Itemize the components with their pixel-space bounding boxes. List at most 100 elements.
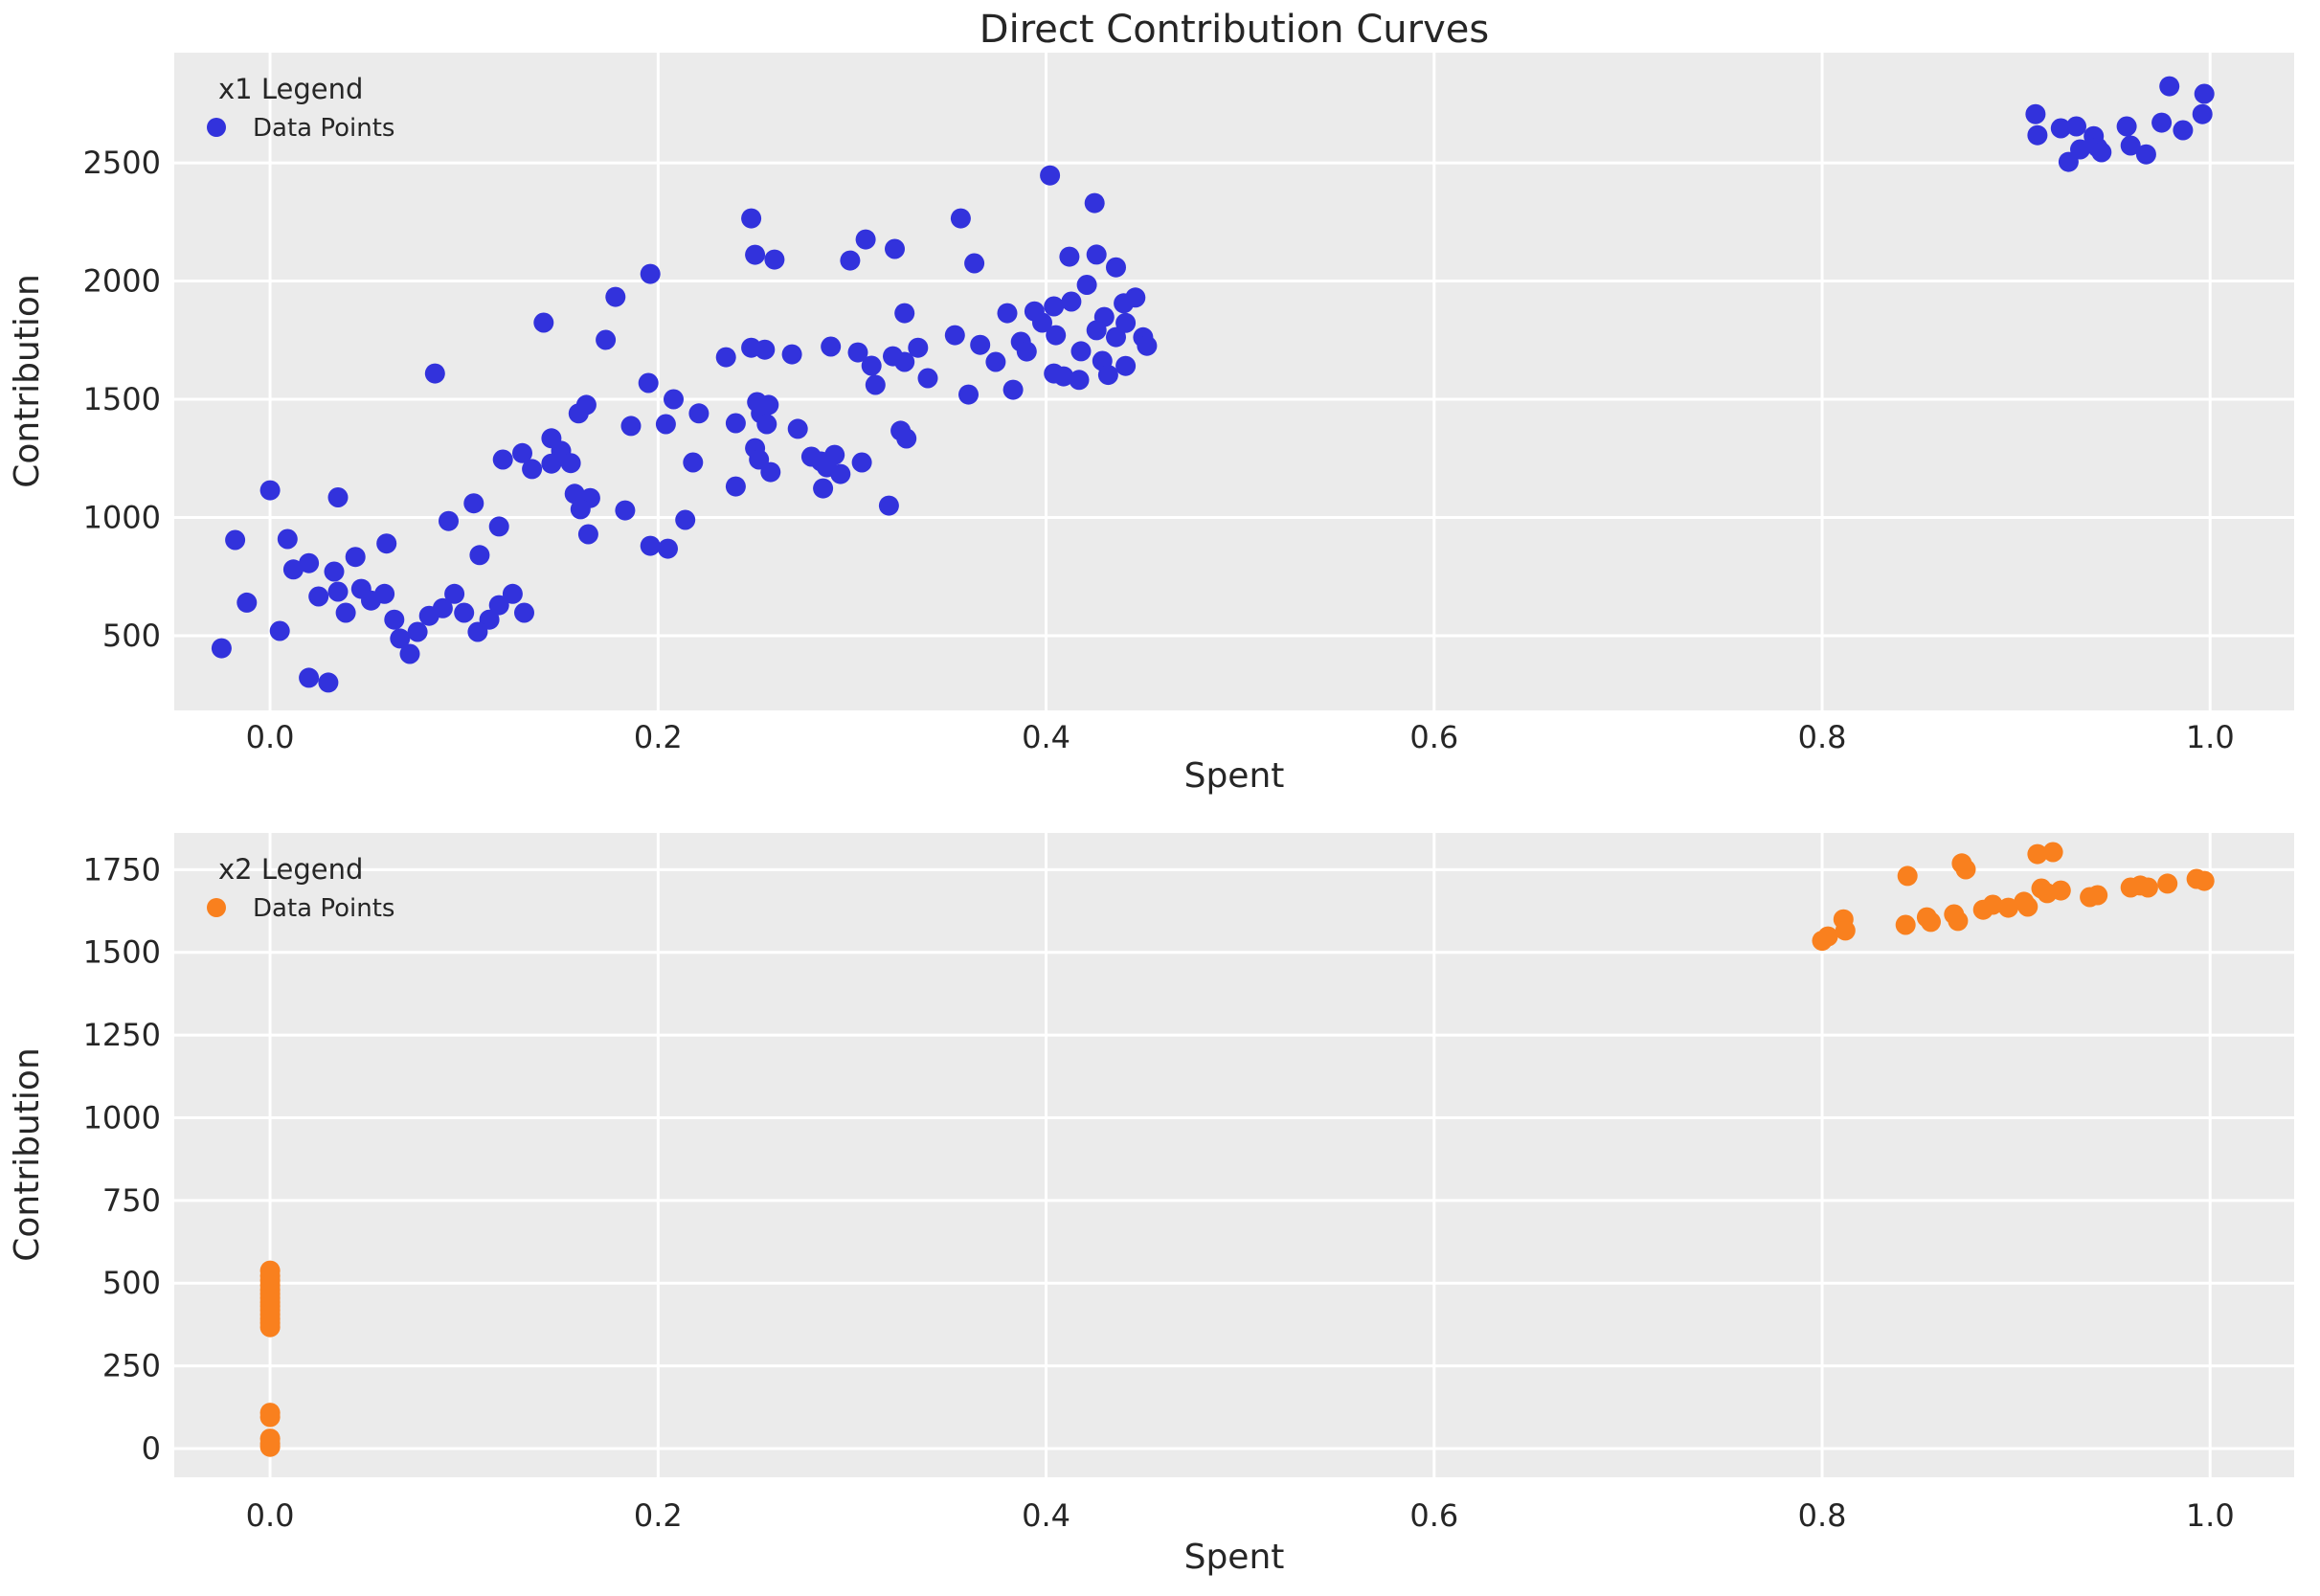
data-point — [1070, 341, 1092, 362]
data-point — [374, 583, 395, 604]
legend-top: x1 Legend Data Points — [207, 73, 394, 143]
data-point — [259, 1316, 281, 1337]
data-point — [2120, 135, 2141, 156]
data-point — [541, 453, 562, 474]
data-point — [908, 337, 929, 358]
y-tick-label: 250 — [102, 1348, 161, 1384]
data-point — [1921, 911, 1941, 933]
data-point — [2137, 877, 2158, 898]
grid-top — [174, 53, 2294, 710]
data-point — [237, 592, 258, 613]
data-point — [514, 602, 534, 623]
data-point — [454, 602, 475, 623]
data-point — [725, 413, 746, 434]
data-point — [1086, 320, 1107, 341]
data-point — [1084, 192, 1105, 214]
data-point — [1016, 341, 1037, 362]
data-point — [259, 1406, 281, 1427]
data-point — [2194, 870, 2215, 891]
y-tick-label: 1250 — [83, 1017, 161, 1053]
data-point — [1032, 312, 1052, 333]
data-point — [885, 238, 905, 259]
data-point — [1115, 312, 1137, 333]
data-point — [894, 303, 915, 324]
data-point — [2151, 112, 2173, 133]
data-point — [715, 347, 736, 368]
data-point — [2116, 116, 2137, 137]
data-point — [894, 351, 915, 372]
data-point — [2050, 118, 2071, 139]
data-point — [2091, 142, 2112, 163]
data-point — [917, 368, 938, 389]
y-tick-label: 750 — [102, 1182, 161, 1219]
data-point — [282, 559, 304, 580]
x-tick-label: 0.8 — [1798, 1497, 1847, 1534]
y-tick-label: 1000 — [83, 499, 161, 535]
data-point — [568, 403, 589, 424]
plot-area-bottom — [174, 833, 2294, 1477]
data-point — [1897, 865, 1918, 887]
y-tick-labels-top: 500 1000 1500 2000 2500 — [83, 145, 161, 654]
data-point — [467, 621, 488, 642]
x-axis-label-bottom: Spent — [1184, 1538, 1285, 1577]
data-point — [1061, 291, 1082, 312]
data-point — [840, 250, 861, 271]
data-point — [488, 595, 509, 616]
data-point — [2192, 103, 2213, 124]
legend-title-bottom: x2 Legend — [218, 853, 363, 886]
data-point — [1955, 859, 1976, 880]
legend-marker-icon — [207, 898, 226, 917]
data-point — [444, 583, 465, 604]
points-top — [211, 76, 2215, 693]
data-point — [225, 529, 246, 551]
data-point — [985, 351, 1006, 372]
x-tick-labels-top: 0.0 0.2 0.4 0.6 0.8 1.0 — [246, 719, 2235, 755]
data-point — [725, 476, 746, 497]
data-point — [277, 528, 298, 550]
points-bottom — [259, 842, 2215, 1457]
x-tick-label: 1.0 — [2186, 719, 2235, 755]
x-tick-label: 0.6 — [1409, 719, 1458, 755]
data-point — [1106, 257, 1126, 278]
data-point — [675, 509, 696, 530]
y-tick-label: 500 — [102, 1265, 161, 1301]
data-point — [688, 403, 710, 424]
legend-label-bottom: Data Points — [253, 894, 394, 923]
data-point — [760, 461, 781, 483]
data-point — [620, 416, 642, 437]
data-point — [564, 483, 585, 505]
y-tick-label: 2000 — [83, 263, 161, 300]
y-axis-label-bottom: Contribution — [8, 1047, 47, 1262]
data-point — [1086, 244, 1107, 265]
data-point — [821, 336, 842, 357]
data-point — [2066, 116, 2086, 137]
data-point — [756, 414, 777, 435]
data-point — [764, 249, 785, 270]
data-point — [512, 442, 532, 463]
x-tick-label: 0.4 — [1022, 1497, 1070, 1534]
data-point — [1982, 894, 2003, 915]
data-point — [335, 602, 356, 623]
data-point — [2027, 843, 2048, 865]
data-point — [638, 372, 659, 393]
data-point — [299, 552, 320, 573]
data-point — [861, 355, 882, 376]
data-point — [664, 389, 684, 410]
data-point — [2042, 842, 2063, 863]
data-point — [755, 339, 776, 360]
data-point — [1069, 370, 1090, 391]
data-point — [658, 538, 678, 559]
data-point — [1059, 246, 1080, 267]
figure-title: Direct Contribution Curves — [980, 8, 1489, 52]
data-point — [1895, 914, 1916, 935]
y-tick-label: 1000 — [83, 1099, 161, 1135]
data-point — [327, 487, 349, 507]
data-point — [424, 363, 445, 384]
data-point — [469, 545, 490, 566]
data-point — [787, 418, 808, 439]
x-tick-label: 0.0 — [246, 1497, 295, 1534]
data-point — [463, 493, 484, 514]
data-point — [958, 384, 979, 405]
y-tick-label: 1750 — [83, 851, 161, 888]
subplot-bottom: 0.0 0.2 0.4 0.6 0.8 1.0 0 250 500 750 1000 1250 150… — [8, 833, 2294, 1577]
